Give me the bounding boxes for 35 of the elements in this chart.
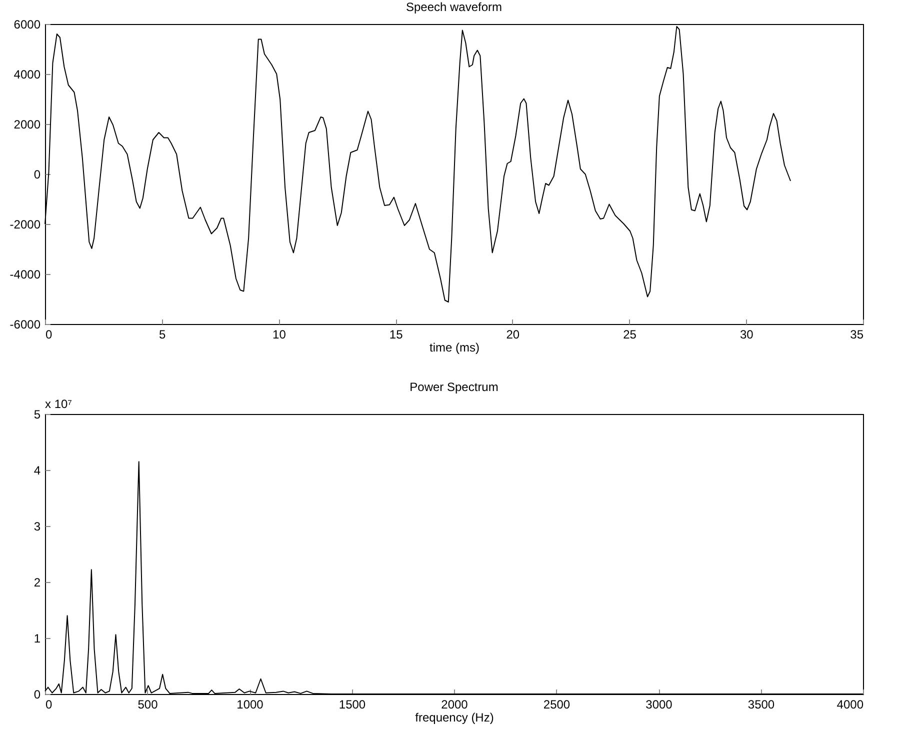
x-tick-label: 0 xyxy=(46,328,52,342)
y-tick-label: 5 xyxy=(34,408,41,422)
y-tick-label: 0 xyxy=(34,688,41,702)
y-tick-label: -2000 xyxy=(10,218,41,232)
y-tick-label: -6000 xyxy=(10,318,41,332)
y-tick-label: 2 xyxy=(34,576,41,590)
x-tick-label: 20 xyxy=(506,328,520,342)
x-tick-label: 5 xyxy=(159,328,166,342)
x-tick-label: 10 xyxy=(272,328,286,342)
x-tick-label: 500 xyxy=(138,698,158,712)
y-tick-label: 4000 xyxy=(14,68,41,82)
y-tick-label: 4 xyxy=(34,464,41,478)
x-axis-title: frequency (Hz) xyxy=(415,710,494,724)
x-axis-title: time (ms) xyxy=(430,340,480,354)
x-tick-label: 1500 xyxy=(338,698,366,712)
x-tick-label: 35 xyxy=(850,328,864,342)
x-tick-label: 30 xyxy=(740,328,754,342)
x-tick-label: 0 xyxy=(46,698,52,712)
x-tick-label: 3000 xyxy=(646,698,673,712)
x-tick-label: 2500 xyxy=(543,698,570,712)
y-tick-label: 3 xyxy=(34,520,41,534)
y-tick-label: 0 xyxy=(34,168,41,182)
x-tick-label: 3500 xyxy=(748,698,775,712)
x-tick-label: 1000 xyxy=(236,698,264,712)
chart-title: Speech waveform xyxy=(406,0,502,14)
text: x 10⁷ xyxy=(45,397,72,411)
x-tick-label: 4000 xyxy=(836,698,864,712)
x-tick-label: 2000 xyxy=(441,698,468,712)
y-tick-label: 1 xyxy=(34,632,41,646)
y-tick-label: -4000 xyxy=(10,268,41,282)
x-tick-label: 25 xyxy=(623,328,637,342)
x-tick-label: 15 xyxy=(389,328,404,342)
y-tick-label: 6000 xyxy=(14,18,41,32)
chart-title: Power Spectrum xyxy=(410,380,498,394)
y-tick-label: 2000 xyxy=(14,118,41,132)
